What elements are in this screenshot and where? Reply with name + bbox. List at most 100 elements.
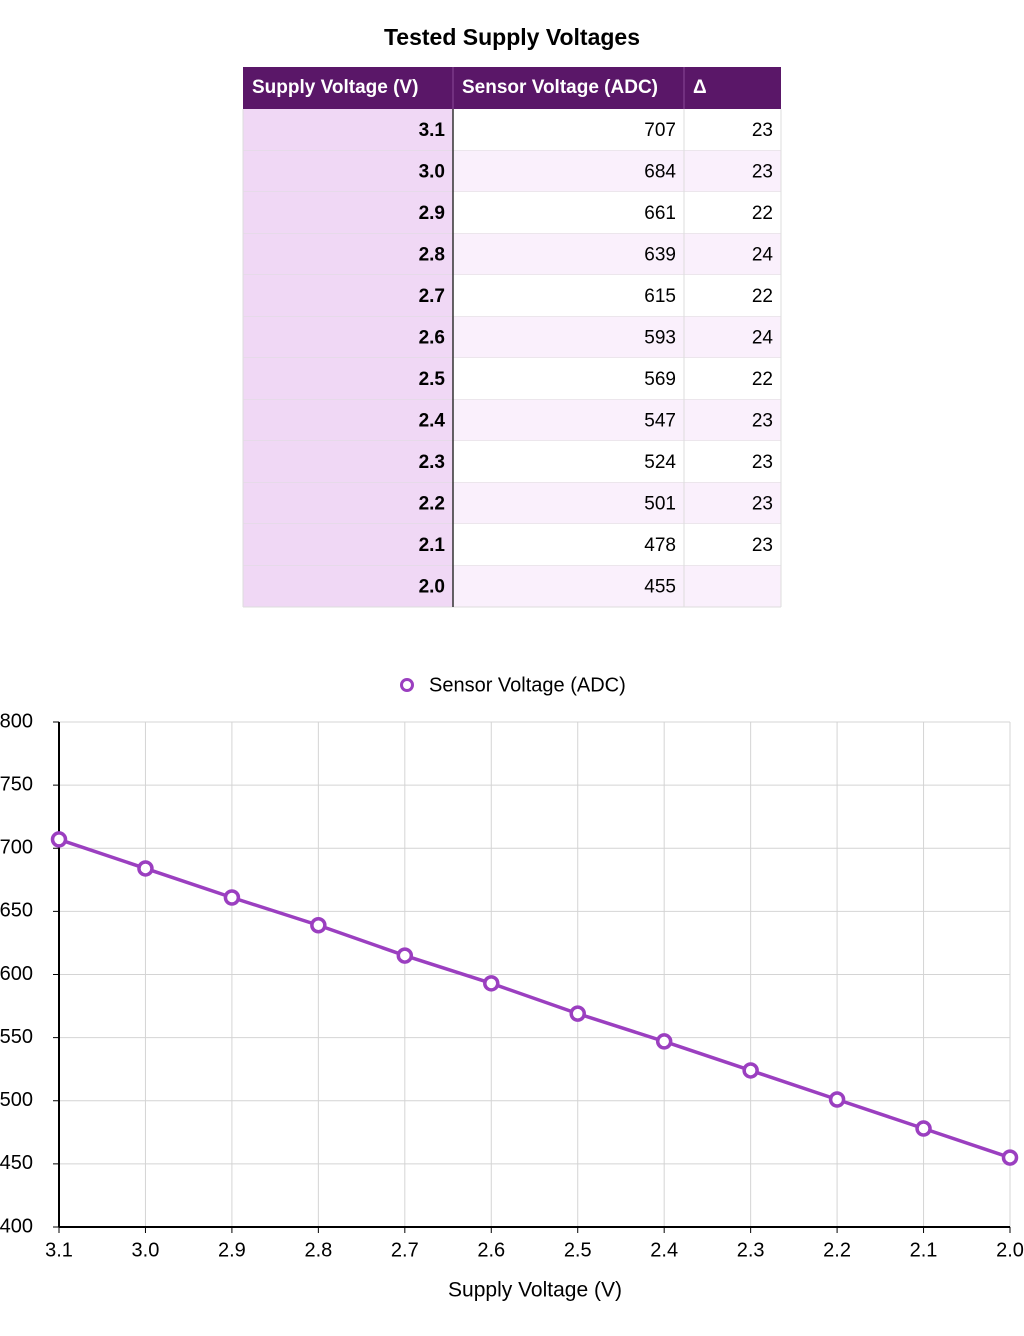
row-cells: [453, 150, 781, 192]
row-header-cell: [243, 233, 453, 275]
column-header: Δ: [693, 77, 707, 98]
point: [223, 889, 241, 906]
row-header: 2.4: [419, 410, 446, 431]
legend-marker: [400, 678, 414, 692]
row-header: 2.6: [419, 327, 445, 348]
x-tick-label: 2.7: [391, 1239, 419, 1261]
row-header: 2.2: [419, 493, 445, 514]
cell: 501: [644, 493, 676, 514]
cell: 455: [644, 576, 676, 597]
x-tick-label: 2.3: [737, 1239, 765, 1261]
row-header-cell: [243, 358, 453, 400]
y-tick-label: 800: [0, 710, 33, 732]
series-line: [58, 837, 1011, 1160]
cell: 23: [752, 161, 773, 182]
point: [310, 917, 327, 934]
cell: 22: [752, 369, 773, 390]
cell: 478: [644, 535, 676, 556]
row-header-cell: [243, 275, 453, 317]
cell: 524: [644, 452, 676, 473]
row-header: 3.1: [419, 120, 446, 141]
cell: 639: [644, 244, 676, 265]
row-header: 2.1: [419, 535, 446, 556]
cell: 547: [644, 410, 676, 431]
cell: 24: [752, 327, 774, 348]
row-header: 2.5: [419, 369, 446, 390]
chart: 400 450 500 550 600 650 700 750 800 3.1 3.0 2.9 2.8 2…: [0, 674, 1024, 1261]
point: [828, 1091, 846, 1108]
row-cells: [453, 399, 781, 441]
row-cells: [453, 316, 781, 358]
legend-label: Sensor Voltage (ADC): [429, 674, 626, 696]
column-header: Sensor Voltage (ADC): [462, 77, 658, 98]
row-cells: [453, 275, 781, 317]
y-tick-label: 650: [0, 900, 33, 922]
cell: 615: [644, 286, 676, 307]
y-tick-label: 700: [0, 837, 33, 859]
row-header: 2.3: [419, 452, 445, 473]
x-tick-label: 3.1: [45, 1239, 73, 1261]
table-header: [243, 67, 781, 109]
y-tick-label: 550: [0, 1026, 33, 1048]
row-header: 2.9: [419, 203, 445, 224]
row-header: 2.0: [419, 576, 445, 597]
point: [396, 947, 414, 964]
row-cells: [453, 441, 781, 483]
cell: 661: [644, 203, 676, 224]
row-cells: [453, 524, 781, 566]
cell: 23: [752, 410, 773, 431]
row-header-cell: [243, 316, 453, 358]
y-tick-label: 450: [0, 1152, 33, 1174]
cell: 23: [752, 120, 773, 141]
row-header-cell: [243, 150, 453, 192]
cell: 22: [752, 286, 773, 307]
cell: 23: [752, 535, 773, 556]
row-cells: [453, 192, 781, 234]
point: [483, 975, 500, 992]
cell: 593: [644, 327, 676, 348]
y-tick-label: 500: [0, 1089, 33, 1111]
x-tick-label: 2.4: [650, 1239, 678, 1261]
row-header: 2.7: [419, 286, 445, 307]
row-header-cell: [243, 441, 453, 483]
row-header-cell: [243, 399, 453, 441]
x-tick-label: 2.5: [564, 1239, 592, 1261]
y-tick-label: 400: [0, 1215, 33, 1237]
x-tick-label: 3.0: [132, 1239, 160, 1261]
x-tick-label: 2.8: [304, 1239, 332, 1261]
x-tick-label: 2.0: [996, 1239, 1024, 1261]
row-header-cell: [243, 109, 453, 151]
cell: 24: [752, 244, 774, 265]
point: [1001, 1149, 1019, 1166]
row-header: 2.8: [419, 244, 445, 265]
point: [742, 1062, 759, 1079]
row-cells: [453, 482, 781, 524]
cell: 23: [752, 493, 773, 514]
point: [569, 1005, 586, 1022]
table-title: Tested Supply Voltages: [384, 24, 640, 50]
row-header-cell: [243, 482, 453, 524]
row-header-cell: [243, 565, 453, 607]
row-cells: [453, 233, 781, 275]
y-tick-label: 600: [0, 963, 33, 985]
row-cells: [453, 109, 781, 151]
x-tick-label: 2.1: [910, 1239, 938, 1261]
x-axis-label: Supply Voltage (V): [448, 1279, 622, 1302]
point: [915, 1120, 932, 1137]
row-header-cell: [243, 192, 453, 234]
cell: 569: [644, 369, 676, 390]
cell: 684: [644, 161, 676, 182]
y-tick-label: 750: [0, 773, 33, 795]
cell: 707: [644, 120, 676, 141]
table: Supply Voltage (V) Sensor Voltage (ADC) Δ 3…: [242, 67, 782, 608]
point: [137, 860, 154, 877]
cell: 23: [752, 452, 773, 473]
cell: 22: [752, 203, 773, 224]
row-cells: [453, 565, 781, 607]
row-header-cell: [243, 524, 453, 566]
row-cells: [453, 358, 781, 400]
column-header: Supply Voltage (V): [252, 77, 418, 98]
x-tick-label: 2.9: [218, 1239, 246, 1261]
